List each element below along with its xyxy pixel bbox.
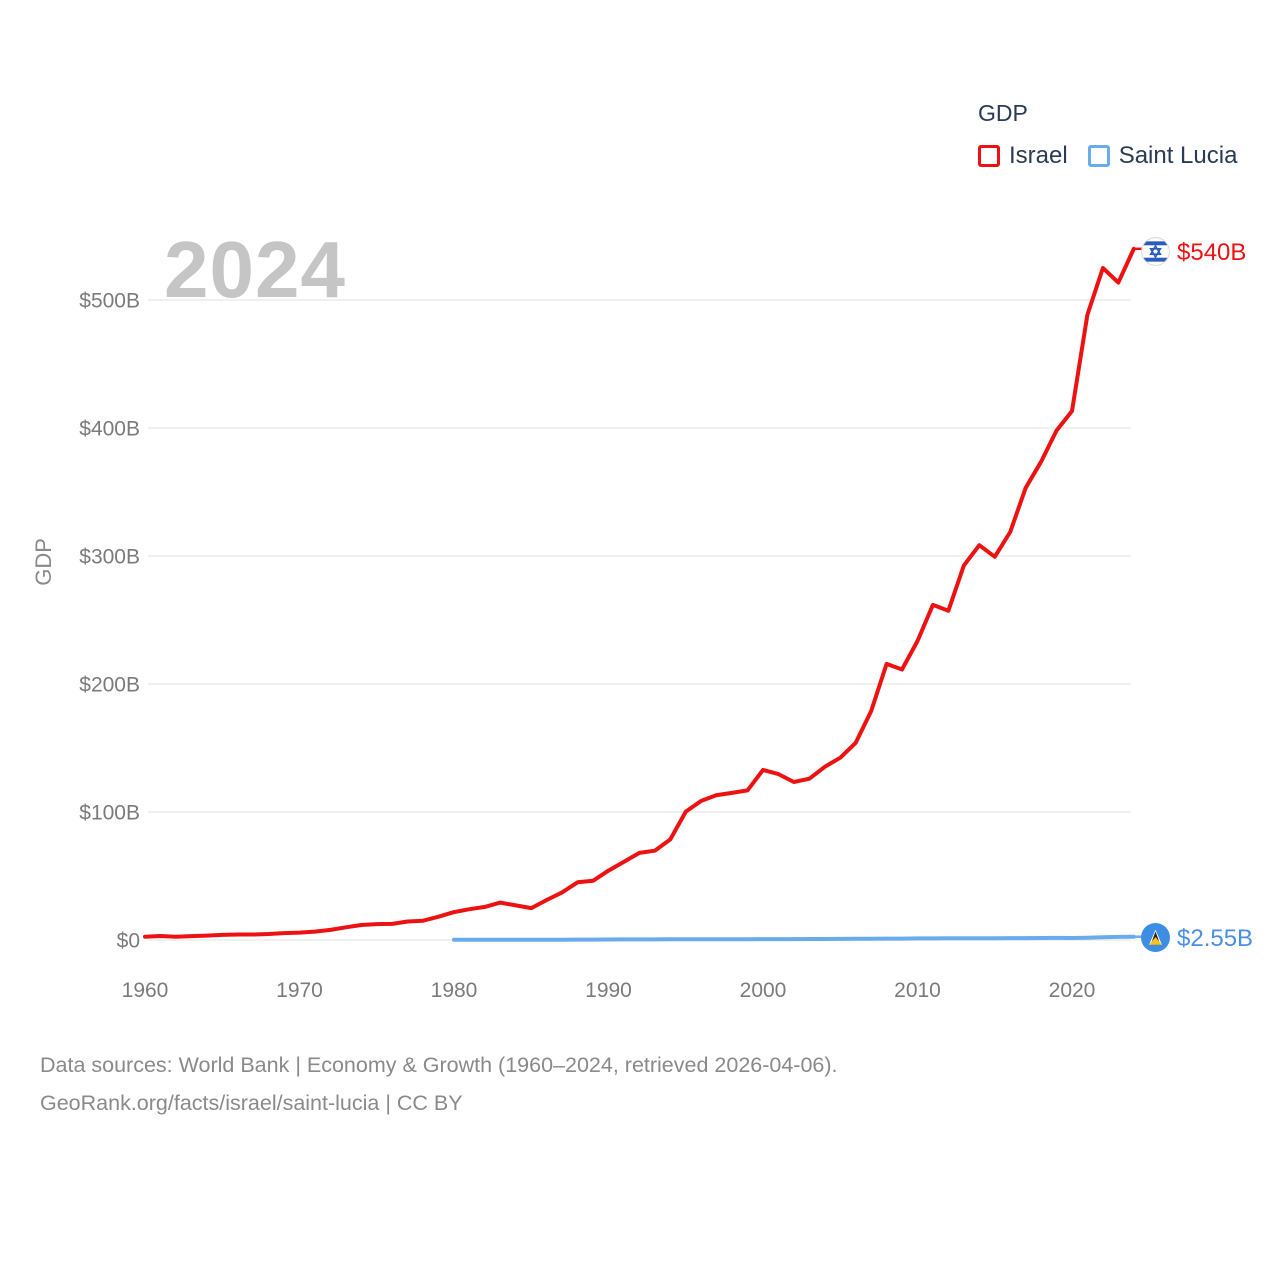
legend-label-saint-lucia: Saint Lucia bbox=[1118, 142, 1238, 169]
series-line-israel[interactable] bbox=[143, 246, 1136, 939]
footer-data-sources: Data sources: World Bank | Economy & Gro… bbox=[40, 1053, 838, 1077]
israel-end-value-label: $540B bbox=[1177, 239, 1247, 266]
x-tick-label-2010: 2010 bbox=[894, 979, 941, 1002]
x-tick-label-2020: 2020 bbox=[1049, 979, 1096, 1002]
saint-lucia-end-value-label: $2.55B bbox=[1177, 925, 1254, 952]
y-tick-label-200: $200B bbox=[79, 674, 140, 697]
footer-source-url: GeoRank.org/facts/israel/saint-lucia | C… bbox=[40, 1091, 463, 1115]
y-tick-label-500: $500B bbox=[79, 290, 140, 313]
watermark-year: 2024 bbox=[164, 225, 346, 314]
y-tick-label-300: $300B bbox=[79, 546, 140, 569]
y-tick-label-100: $100B bbox=[79, 802, 140, 825]
chart-legend: GDP Israel Saint Lucia bbox=[978, 100, 1237, 170]
legend-items: Israel Saint Lucia bbox=[978, 142, 1237, 170]
y-tick-label-400: $400B bbox=[79, 418, 140, 441]
y-tick-label-0: $0 bbox=[117, 930, 140, 953]
footer-attribution: Data sources: World Bank | Economy & Gro… bbox=[40, 1046, 838, 1122]
legend-item-saint-lucia[interactable]: Saint Lucia bbox=[1087, 142, 1238, 170]
x-tick-label-2000: 2000 bbox=[740, 979, 787, 1002]
series-line-saint-lucia[interactable] bbox=[452, 934, 1136, 942]
legend-item-israel[interactable]: Israel bbox=[978, 142, 1068, 170]
x-tick-label-1980: 1980 bbox=[431, 979, 478, 1002]
plot-area[interactable]: $0 $100B $200B $300B $400B $500B 1960 1970 1980 1… bbox=[0, 0, 1280, 1030]
saint-lucia-flag-icon bbox=[1141, 923, 1170, 952]
saint-lucia-series-swatch-icon bbox=[1087, 145, 1110, 167]
legend-title: GDP bbox=[978, 100, 1028, 126]
israel-series-swatch-icon bbox=[978, 145, 1000, 167]
x-tick-label-1970: 1970 bbox=[276, 979, 323, 1002]
x-tick-label-1990: 1990 bbox=[585, 979, 632, 1002]
israel-flag-icon bbox=[1141, 237, 1170, 266]
x-tick-label-1960: 1960 bbox=[122, 979, 169, 1002]
legend-label-israel: Israel bbox=[1009, 142, 1068, 169]
